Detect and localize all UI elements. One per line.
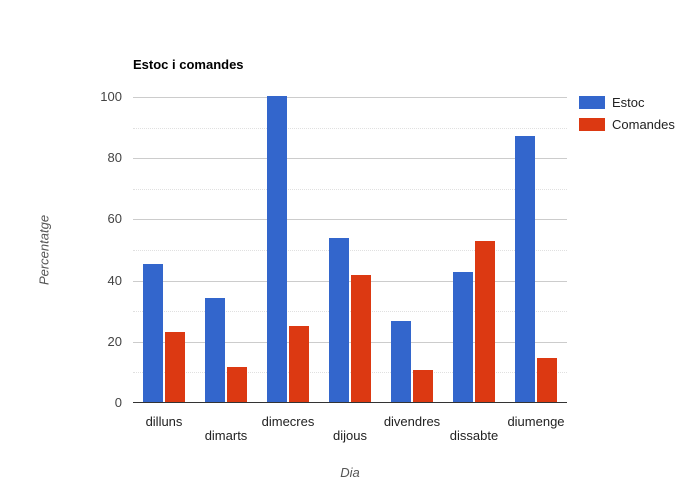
y-tick-label: 40 (107, 272, 122, 288)
bar-comandes-dimarts (227, 366, 247, 402)
bar-comandes-divendres (413, 369, 433, 402)
y-tick-label: 60 (107, 211, 122, 227)
x-tick-label-dimecres: dimecres (261, 414, 315, 429)
legend-swatch-comandes (579, 118, 605, 131)
x-tick-label-divendres: divendres (383, 414, 441, 429)
legend-label-estoc: Estoc (612, 95, 645, 110)
bar-estoc-divendres (391, 320, 411, 402)
bar-estoc-diumenge (515, 135, 535, 402)
bar-comandes-dimecres (289, 325, 309, 402)
bar-comandes-dilluns (165, 331, 185, 402)
bar-estoc-dilluns (143, 264, 163, 402)
gridline-major (133, 158, 567, 160)
x-axis-title: Dia (340, 465, 360, 480)
bar-estoc-dijous (329, 238, 349, 402)
chart-title: Estoc i comandes (133, 57, 244, 72)
gridline-major (133, 280, 567, 282)
gridline-minor (133, 372, 567, 374)
gridline-major (133, 219, 567, 221)
y-tick-label: 20 (107, 333, 122, 349)
legend-item-comandes: Comandes (579, 118, 675, 131)
legend-swatch-estoc (579, 96, 605, 109)
bar-estoc-dimecres (267, 96, 287, 402)
gridline-minor (133, 127, 567, 129)
bar-estoc-dissabte (453, 271, 473, 402)
y-tick-label: 100 (100, 89, 122, 104)
y-tick-label: 0 (114, 395, 122, 410)
x-tick-label-dissabte: dissabte (449, 428, 499, 443)
gridline-minor (133, 311, 567, 313)
gridline-minor (133, 188, 567, 190)
bar-estoc-dimarts (205, 297, 225, 402)
x-tick-label-dijous: dijous (333, 428, 367, 443)
bar-comandes-diumenge (537, 357, 557, 402)
gridline-minor (133, 250, 567, 251)
legend-item-estoc: Estoc (579, 96, 675, 109)
legend-label-comandes: Comandes (612, 117, 675, 132)
gridline-major (133, 97, 567, 98)
plot-area (133, 96, 567, 403)
bar-comandes-dijous (351, 275, 371, 402)
legend: Estoc Comandes (579, 96, 675, 131)
x-tick-label-dilluns: dilluns (145, 414, 183, 429)
x-tick-label-diumenge: diumenge (507, 414, 565, 429)
gridline-major (133, 341, 567, 343)
bar-comandes-dissabte (475, 241, 495, 402)
y-axis-title: Percentatge (36, 214, 52, 286)
y-tick-label: 80 (107, 150, 122, 166)
x-tick-label-dimarts: dimarts (204, 428, 248, 443)
